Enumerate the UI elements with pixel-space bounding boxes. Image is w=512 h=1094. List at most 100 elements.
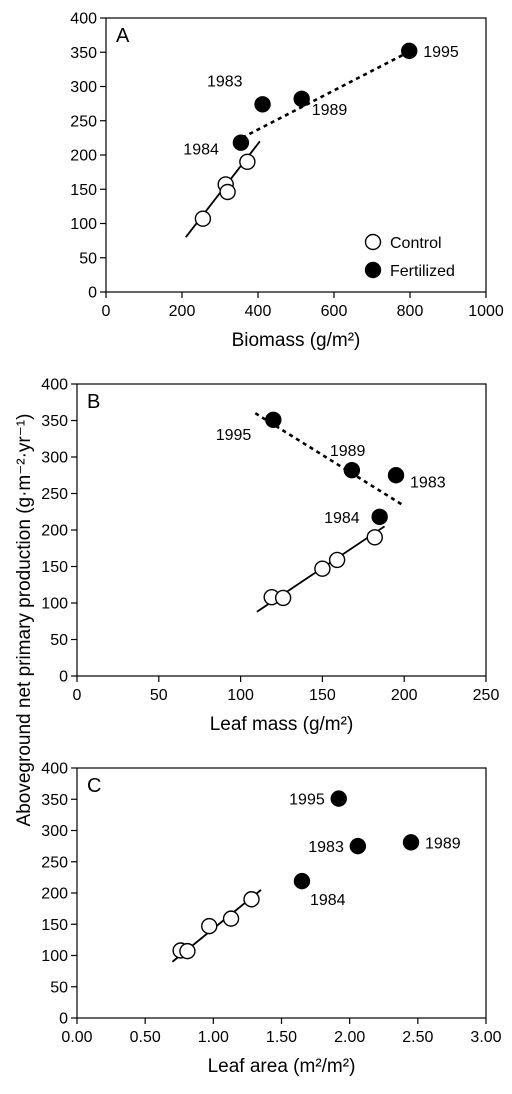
panel-b-x-axis-label: Leaf mass (g/m²) (210, 714, 354, 735)
shared-y-axis-label: Aboveground net primary production (g·m⁻… (14, 414, 35, 827)
panel-a-y-tick-label: 150 (70, 182, 97, 199)
panel-a-fertilized-point (232, 134, 250, 151)
panel-b-x-tick-label: 0 (73, 687, 82, 704)
panel-c-y-tick-label: 50 (50, 979, 68, 996)
panel-b-y-tick-label: 50 (50, 632, 68, 649)
panel-a-fertilized-point (401, 42, 418, 60)
panel-c-year-label: 1984 (310, 892, 346, 909)
panel-a-x-tick-label: 0 (102, 303, 111, 320)
panel-a-fertilized-point (293, 90, 310, 108)
panel-b-y-tick-label: 100 (41, 596, 68, 613)
panel-b-y-tick-label: 350 (41, 413, 68, 430)
panel-b-control-point (274, 589, 292, 607)
panel-a-y-tick-label: 400 (70, 11, 97, 28)
panel-a-y-tick-label: 200 (70, 148, 97, 165)
panel-a-year-label: 1989 (312, 102, 348, 119)
panel-a-control-point (239, 153, 256, 171)
panel-c-letter: C (87, 775, 101, 797)
panel-b-year-label: 1984 (324, 510, 360, 527)
panel-b-control-point (328, 551, 346, 569)
panel-c-control-point (201, 917, 218, 935)
panel-b-y-tick-label: 250 (41, 486, 68, 503)
panel-c-fertilized-point (349, 837, 367, 855)
panel-a-y-tick-label: 0 (88, 285, 97, 302)
panel-b-y-tick-label: 400 (41, 377, 68, 394)
panel-c-y-tick-label: 250 (41, 854, 68, 871)
panel-c: 0.00 0.50 1.00 1.50 2.00 2.50 3.00 0 50 100 150 200… (41, 761, 501, 1078)
panel-c-control-point (222, 910, 240, 927)
legend-control-label: Control (390, 235, 442, 252)
panel-c-x-tick-label: 0.50 (130, 1029, 161, 1046)
panel-c-year-label: 1983 (308, 839, 344, 856)
panel-b-year-label: 1995 (216, 427, 252, 444)
panel-c-fertilized-point (402, 834, 420, 851)
panel-a-year-label: 1995 (423, 44, 459, 61)
panel-a-y-tick-label: 300 (70, 79, 97, 96)
panel-c-y-tick-label: 400 (41, 761, 68, 778)
panel-b-plot-frame (76, 383, 487, 677)
panel-a-x-tick-label: 200 (169, 303, 196, 320)
panel-a-year-label: 1983 (207, 73, 243, 90)
panel-a-fertilized-point (254, 96, 271, 113)
panel-a-control-point (219, 183, 236, 201)
panel-b-y-tick-label: 300 (41, 450, 68, 467)
panel-c-y-tick-label: 350 (41, 792, 68, 809)
panel-c-x-tick-label: 2.00 (334, 1029, 365, 1046)
panel-c-y-tick-label: 100 (41, 948, 68, 965)
legend: Control Fertilized (364, 233, 455, 280)
panel-c-y-tick-label: 0 (59, 1011, 68, 1028)
panel-c-x-tick-label: 3.00 (470, 1029, 501, 1046)
panel-c-plot-frame (76, 767, 487, 1019)
panel-b-letter: B (87, 391, 100, 413)
panel-c-control-point (179, 942, 196, 960)
panel-b-y-tick-label: 0 (59, 669, 68, 686)
panel-b-year-label: 1989 (330, 443, 366, 460)
panel-a-x-tick-label: 400 (245, 303, 272, 320)
panel-a-letter: A (116, 25, 130, 47)
panel-b-dotted-fit-line (254, 412, 405, 508)
panel-b-x-tick-label: 200 (391, 687, 418, 704)
panel-b-fertilized-point (387, 467, 405, 484)
panel-c-year-label: 1989 (425, 835, 461, 852)
panel-a: 0 200 400 600 800 1000 0 50 100 150 200 250 300 350 40… (70, 11, 504, 352)
panel-c-y-tick-label: 200 (41, 886, 68, 903)
panel-c-y-tick-label: 300 (41, 823, 68, 840)
legend-fertilized-marker (364, 261, 382, 279)
panel-a-x-tick-label: 800 (397, 303, 424, 320)
panel-c-fertilized-point (293, 872, 311, 890)
panel-b-control-point (314, 560, 331, 577)
panel-a-y-tick-label: 350 (70, 45, 97, 62)
panel-b-year-label: 1983 (410, 474, 446, 491)
panel-c-x-tick-label: 1.00 (198, 1029, 229, 1046)
panel-b-y-tick-label: 150 (41, 559, 68, 576)
panel-a-y-tick-label: 100 (70, 216, 97, 233)
legend-control-marker (364, 233, 382, 251)
panel-b-x-tick-label: 50 (150, 687, 168, 704)
panel-c-x-axis-label: Leaf area (m²/m²) (208, 1056, 356, 1077)
legend-fertilized-label: Fertilized (390, 263, 455, 280)
panel-c-y-tick-label: 150 (41, 917, 68, 934)
panel-b: 0 50 100 150 200 250 0 50 100 150 200 250 300 350 400 L… (41, 377, 499, 736)
panel-a-y-tick-label: 250 (70, 113, 97, 130)
panel-c-x-tick-label: 1.50 (266, 1029, 297, 1046)
panel-a-y-tick-label: 50 (79, 250, 97, 267)
panel-c-x-tick-label: 0.00 (61, 1029, 92, 1046)
panel-c-fertilized-point (330, 790, 347, 807)
panel-b-fertilized-point (265, 411, 282, 428)
panel-a-dotted-fit-line (234, 51, 409, 143)
panel-a-control-point (194, 210, 212, 227)
panel-b-y-tick-label: 200 (41, 523, 68, 540)
panel-b-fertilized-point (371, 508, 388, 526)
panel-c-year-label: 1995 (289, 792, 325, 809)
panel-c-control-point (243, 891, 260, 908)
panel-b-x-tick-label: 250 (473, 687, 500, 704)
panel-b-x-tick-label: 150 (309, 687, 336, 704)
panel-b-fertilized-point (343, 461, 361, 479)
panel-a-x-axis-label: Biomass (g/m²) (232, 330, 361, 351)
panel-b-control-point (366, 529, 383, 546)
panel-c-x-tick-label: 2.50 (402, 1029, 433, 1046)
panel-a-x-tick-label: 600 (321, 303, 348, 320)
panel-b-x-tick-label: 100 (227, 687, 254, 704)
